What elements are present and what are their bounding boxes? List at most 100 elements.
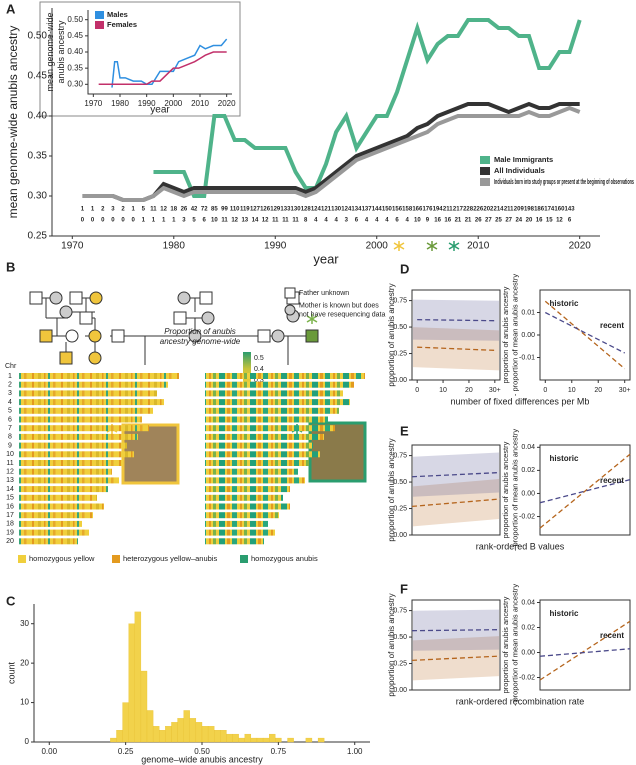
- y-axis-title: mean genome-wide: [45, 12, 55, 91]
- y-tick-label: 0.40: [28, 111, 48, 122]
- sample-count: 176: [422, 207, 433, 213]
- sample-count: 18: [170, 207, 177, 213]
- y-axis-title: proportion of anubis ancestry: [501, 286, 510, 383]
- chromosome-track: [205, 477, 305, 484]
- chromosome-track: [205, 416, 328, 423]
- series-line: [411, 655, 501, 661]
- chromosome-track: [205, 538, 264, 545]
- y-tick-label: 0.40: [67, 47, 83, 56]
- histogram-bar: [165, 726, 172, 743]
- chromosome-track: [19, 433, 138, 440]
- histogram-bar: [177, 718, 184, 743]
- x-tick-label: 2000: [366, 241, 389, 252]
- chromosome-track: [205, 503, 290, 510]
- histogram-bar: [140, 670, 148, 743]
- sample-count: 121: [321, 207, 332, 213]
- sample-count: 156: [392, 207, 403, 213]
- series-label: recent: [600, 321, 624, 330]
- point-cloud: [413, 327, 499, 371]
- sample-count: 4: [375, 218, 379, 224]
- sample-count: 214: [494, 207, 505, 213]
- y-tick-label: 0.01: [521, 309, 535, 316]
- sample-count: 133: [280, 207, 291, 213]
- histogram-bar: [256, 737, 264, 743]
- sample-count: 166: [412, 207, 423, 213]
- y-tick-label: 20: [20, 658, 29, 667]
- panel-label: D: [400, 261, 409, 276]
- sample-count: 6: [203, 218, 207, 224]
- y-tick-label: -0.01: [519, 354, 535, 361]
- x-tick-label: 30+: [489, 387, 501, 394]
- sample-count: 4: [334, 218, 338, 224]
- histogram-bar: [195, 722, 203, 743]
- sample-count: 198: [524, 207, 535, 213]
- chromosome-track: [19, 373, 179, 379]
- legend-swatch: [480, 178, 490, 186]
- histogram-bar: [201, 726, 209, 743]
- y-tick-label: 0.50: [28, 31, 48, 42]
- chr-number: 13: [6, 477, 14, 484]
- sample-count: 130: [331, 207, 342, 213]
- sample-count: 128: [301, 207, 312, 213]
- histogram-bar: [269, 733, 276, 743]
- sample-count: 12: [262, 218, 269, 224]
- y-axis-title: proportion of anubis ancestry: [501, 596, 510, 693]
- sample-count: 127: [250, 207, 261, 213]
- sample-count: 160: [554, 207, 565, 213]
- series-line: [111, 38, 228, 88]
- sample-count: 9: [426, 218, 430, 224]
- histogram-bar: [275, 737, 282, 743]
- sample-count: 12: [556, 218, 563, 224]
- sample-count: 110: [230, 207, 240, 213]
- x-axis-title: year: [150, 105, 170, 116]
- chromosome-track: [19, 425, 149, 432]
- sample-count: 209: [514, 207, 525, 213]
- axis-frame: [87, 10, 232, 95]
- series-line: [411, 471, 501, 478]
- sample-count: 4: [385, 218, 389, 224]
- gradient-title: Proportion of anubis: [164, 327, 236, 336]
- panel-label: A: [6, 1, 16, 16]
- sample-count: 6: [395, 218, 399, 224]
- gradient-tick: 0.4: [254, 366, 264, 373]
- sample-count: 143: [565, 207, 576, 213]
- inset-frame: [39, 1, 241, 117]
- x-tick-label: 2010: [467, 241, 490, 252]
- chromosome-track: [19, 477, 119, 484]
- chr-number: 9: [8, 442, 12, 449]
- y-tick-label: 0.35: [28, 151, 48, 162]
- sample-count: 211: [443, 207, 453, 213]
- key-label: Father unknown: [299, 290, 349, 297]
- sample-count: 1: [152, 218, 156, 224]
- histogram-bar: [214, 730, 221, 743]
- sample-count: 124: [311, 207, 322, 213]
- y-tick-label: 0.30: [67, 79, 83, 88]
- sample-count: 11: [272, 218, 279, 224]
- y-tick-label: 0.50: [393, 324, 407, 331]
- x-tick-label: 2020: [218, 99, 236, 108]
- gradient-tick: 0.3: [254, 377, 264, 384]
- chromosome-track: [19, 451, 134, 458]
- y-tick-label: 0.50: [393, 479, 407, 486]
- sample-count: 21: [455, 218, 462, 224]
- sample-count: 186: [534, 207, 545, 213]
- panel-label: F: [400, 581, 408, 596]
- sample-count: 1: [91, 207, 95, 213]
- series-label: recent: [600, 476, 624, 485]
- legend-swatch: [480, 167, 490, 175]
- sample-count: 194: [433, 207, 444, 213]
- sample-count: 11: [282, 218, 289, 224]
- chr-number: 14: [6, 486, 14, 493]
- x-tick-label: 0: [543, 387, 547, 394]
- sample-count: 16: [434, 218, 441, 224]
- x-tick-label: 0.00: [41, 747, 57, 756]
- sample-count: 26: [475, 218, 482, 224]
- sample-count: 27: [485, 218, 492, 224]
- y-tick-label: 0.25: [393, 505, 407, 512]
- x-axis-title: rank-ordered B values: [476, 541, 565, 551]
- series-line: [544, 300, 626, 370]
- chr-label: Chr: [5, 363, 17, 370]
- y-tick-label: 0.75: [393, 607, 407, 614]
- histogram-bar: [183, 710, 190, 743]
- y-axis-title: - proportion of mean anubis ancestry: [511, 274, 520, 396]
